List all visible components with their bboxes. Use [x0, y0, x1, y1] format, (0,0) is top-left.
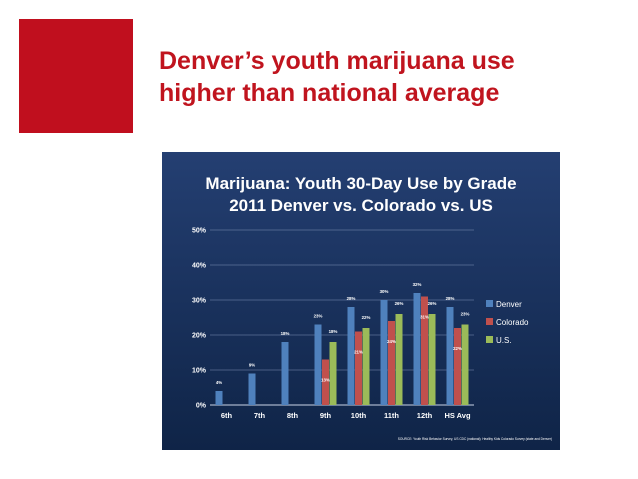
- data-label: 21%: [354, 350, 363, 355]
- chart-source: SOURCE: Youth Risk Behavior Survey, US C…: [398, 437, 552, 441]
- data-label: 22%: [453, 346, 462, 351]
- bar-denver-6: [413, 293, 421, 405]
- accent-block: [19, 19, 133, 133]
- data-label: 31%: [420, 315, 429, 320]
- data-label: 13%: [321, 378, 330, 383]
- data-label: 24%: [387, 339, 396, 344]
- data-label: 23%: [314, 314, 323, 319]
- bar-denver-0: [215, 391, 223, 405]
- bar-denver-4: [347, 307, 355, 405]
- bar-colorado-4: [355, 331, 362, 405]
- x-tick-label: 9th: [320, 411, 332, 420]
- legend-label: Colorado: [496, 318, 529, 327]
- slide-title-line-1: Denver’s youth marijuana use: [159, 47, 515, 75]
- bar-denver-2: [281, 342, 289, 405]
- data-label: 28%: [446, 296, 455, 301]
- bar-us-4: [362, 328, 370, 405]
- x-tick-label: 7th: [254, 411, 266, 420]
- data-label: 26%: [428, 301, 437, 306]
- bar-us-3: [329, 342, 337, 405]
- y-tick-label: 40%: [192, 263, 207, 270]
- chart-panel: Marijuana: Youth 30-Day Use by Grade 201…: [162, 152, 560, 450]
- bar-denver-1: [248, 373, 256, 405]
- x-tick-label: 10th: [351, 411, 367, 420]
- data-label: 32%: [413, 282, 422, 287]
- data-label: 23%: [461, 312, 470, 317]
- x-tick-label: HS Avg: [444, 411, 471, 420]
- data-label: 4%: [216, 380, 222, 385]
- y-axis-ticks: 0% 10% 20% 30% 40% 50%: [192, 228, 207, 410]
- x-tick-label: 6th: [221, 411, 233, 420]
- data-label: 9%: [249, 363, 255, 368]
- bar-us-6: [428, 314, 436, 405]
- chart-svg: Marijuana: Youth 30-Day Use by Grade 201…: [162, 152, 560, 450]
- legend: Denver Colorado U.S.: [486, 300, 529, 345]
- bars: [215, 293, 469, 405]
- slide-title: Denver’s youth marijuana use higher than…: [159, 45, 619, 109]
- x-axis-ticks: 6th 7th 8th 9th 10th 11th 12th HS Avg: [221, 411, 471, 420]
- y-tick-label: 0%: [196, 403, 207, 410]
- x-tick-label: 11th: [384, 411, 399, 420]
- bar-denver-3: [314, 324, 322, 405]
- x-tick-label: 8th: [287, 411, 299, 420]
- slide-title-line-2: higher than national average: [159, 79, 500, 107]
- bar-denver-5: [380, 300, 388, 405]
- bar-colorado-3: [322, 359, 329, 405]
- data-label: 22%: [362, 315, 371, 320]
- legend-swatch: [486, 336, 493, 343]
- x-tick-label: 12th: [417, 411, 433, 420]
- bar-us-7: [461, 324, 469, 405]
- legend-label: Denver: [496, 300, 522, 309]
- bar-us-5: [395, 314, 403, 405]
- chart-title-line-2: 2011 Denver vs. Colorado vs. US: [229, 196, 493, 215]
- data-label: 18%: [329, 329, 338, 334]
- data-label: 30%: [380, 289, 389, 294]
- y-tick-label: 30%: [192, 298, 207, 305]
- bar-colorado-6: [421, 296, 428, 405]
- data-label: 28%: [347, 296, 356, 301]
- y-tick-label: 20%: [192, 333, 207, 340]
- data-labels: 4% 9% 18% 23% 13% 18% 28% 21% 22% 30% 24% 26% 32% 31%…: [216, 282, 470, 385]
- chart-title-line-1: Marijuana: Youth 30-Day Use by Grade: [205, 174, 516, 193]
- y-tick-label: 10%: [192, 368, 207, 375]
- legend-swatch: [486, 318, 493, 325]
- legend-swatch: [486, 300, 493, 307]
- bar-colorado-5: [388, 321, 395, 405]
- data-label: 26%: [395, 301, 404, 306]
- legend-label: U.S.: [496, 336, 512, 345]
- data-label: 18%: [281, 331, 290, 336]
- y-tick-label: 50%: [192, 228, 207, 235]
- bar-colorado-7: [454, 328, 461, 405]
- bar-denver-7: [446, 307, 454, 405]
